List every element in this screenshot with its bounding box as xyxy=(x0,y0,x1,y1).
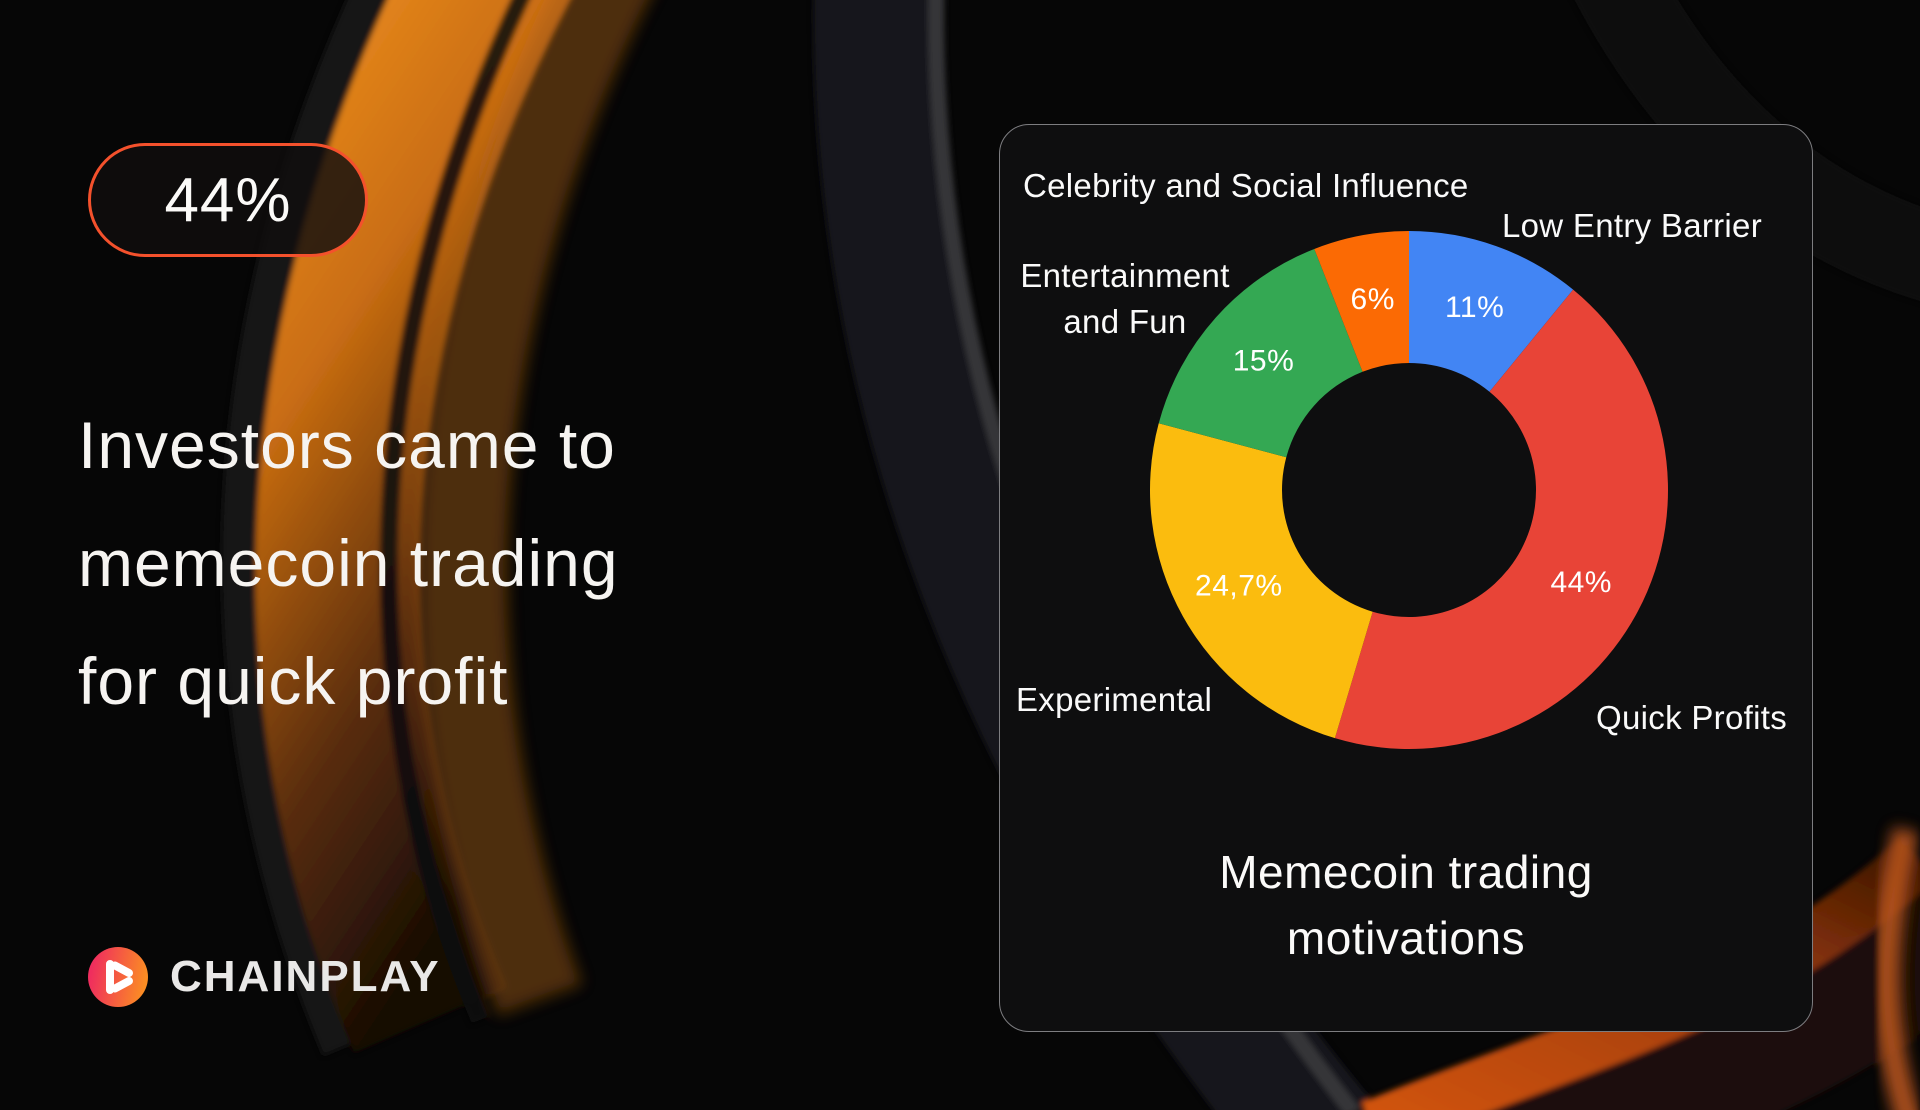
headline-line: Investors came to xyxy=(78,408,616,482)
donut-chart: 11% 44% 24,7% 15% 6% xyxy=(1150,231,1668,749)
pie-slice-value: 44% xyxy=(1550,566,1612,599)
pie-slice-low-entry-barrier xyxy=(1409,231,1574,392)
pie-slice-celebrity-and-social-influence xyxy=(1314,231,1409,372)
ribbon-orange-main xyxy=(255,0,571,1053)
pie-slice-value: 24,7% xyxy=(1195,570,1283,603)
pie-slice-value: 15% xyxy=(1233,345,1295,378)
pie-slice-quick-profits xyxy=(1334,289,1668,749)
pie-slice-value: 6% xyxy=(1351,283,1395,316)
ribbon-seam xyxy=(379,0,531,1024)
headline-line: for quick profit xyxy=(78,644,509,718)
slice-label-low-entry-barrier: Low Entry Barrier xyxy=(1501,207,1762,244)
pie-slice-value: 11% xyxy=(1445,291,1504,324)
headline: Investors came to memecoin trading for q… xyxy=(78,386,619,740)
brand-name: CHAINPLAY xyxy=(170,952,441,1001)
edge-orange-sliver xyxy=(1873,827,1920,1110)
brand-logo: CHAINPLAY xyxy=(88,946,441,1008)
pie-slice-entertainment-and-fun xyxy=(1158,248,1363,458)
chart-title: Memecoin trading motivations xyxy=(1219,846,1593,964)
ribbon-orange-echo xyxy=(417,0,650,1016)
stat-badge: 44% xyxy=(88,143,368,257)
slice-label-experimental: Experimental xyxy=(1016,681,1213,718)
stat-badge-value: 44% xyxy=(164,165,292,235)
chart-card: 11% 44% 24,7% 15% 6% Celebrity and Social In… xyxy=(999,124,1813,1032)
slice-label-celebrity: Celebrity and Social Influence xyxy=(1023,167,1469,204)
slice-label-entertainment: Entertainment and Fun xyxy=(1020,257,1230,340)
headline-line: memecoin trading xyxy=(78,526,619,600)
chainplay-c-glyph xyxy=(106,960,133,994)
pie-slice-experimental xyxy=(1150,423,1373,739)
chainplay-logo-icon xyxy=(88,947,148,1007)
slice-label-quick-profits: Quick Profits xyxy=(1596,699,1787,736)
